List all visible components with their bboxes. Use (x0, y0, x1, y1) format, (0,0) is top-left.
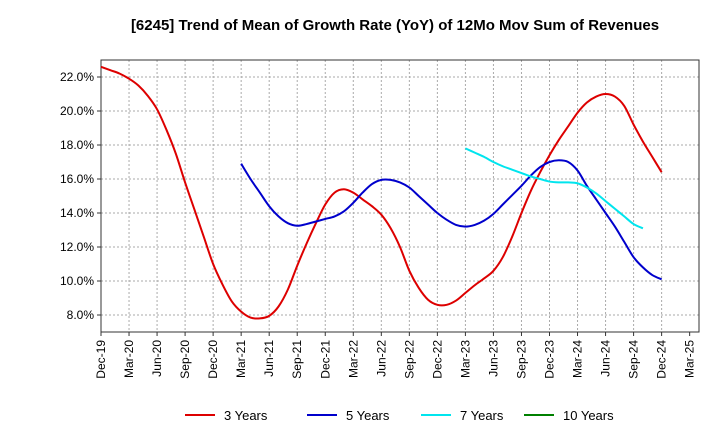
x-tick-label: Mar-22 (346, 340, 360, 378)
y-tick-label: 14.0% (60, 206, 94, 220)
x-tick-label: Mar-24 (571, 340, 585, 378)
x-tick-label: Dec-24 (655, 340, 669, 379)
y-tick-label: 22.0% (60, 70, 94, 84)
x-tick-label: Dec-21 (318, 340, 332, 379)
x-tick-label: Jun-20 (150, 340, 164, 377)
legend-label-7-years: 7 Years (460, 408, 504, 423)
plot-frame (100, 59, 700, 333)
series-line-5-years (240, 159, 663, 281)
x-tick-label: Sep-21 (290, 340, 304, 379)
legend-label-5-years: 5 Years (346, 408, 390, 423)
x-tick-label: Sep-23 (514, 340, 528, 379)
legend: 3 Years 5 Years 7 Years 10 Years (185, 408, 614, 423)
grid-lines (101, 60, 699, 332)
y-tick-label: 10.0% (60, 274, 94, 288)
chart-title: [6245] Trend of Mean of Growth Rate (YoY… (131, 17, 659, 34)
x-tick-label: Mar-25 (683, 340, 697, 378)
y-tick-label: 16.0% (60, 172, 94, 186)
x-tick-label: Jun-22 (374, 340, 388, 377)
series-line-3-years (100, 65, 663, 320)
x-tick-label: Dec-23 (543, 340, 557, 379)
x-tick-label: Sep-22 (402, 340, 416, 379)
y-tick-label: 18.0% (60, 138, 94, 152)
x-tick-label: Dec-20 (206, 340, 220, 379)
legend-label-10-years: 10 Years (563, 408, 614, 423)
series-lines (100, 65, 663, 320)
x-tick-label: Mar-23 (458, 340, 472, 378)
x-tick-label: Mar-21 (234, 340, 248, 378)
x-tick-label: Dec-19 (94, 340, 108, 379)
y-axis: 8.0% 10.0% 12.0% 14.0% 16.0% 18.0% 20.0% 22.0% (60, 70, 101, 322)
series-line-7-years (464, 147, 644, 230)
x-tick-label: Jun-23 (486, 340, 500, 377)
x-tick-label: Jun-21 (262, 340, 276, 377)
x-tick-label: Jun-24 (599, 340, 613, 377)
x-tick-label: Sep-20 (178, 340, 192, 379)
x-tick-label: Mar-20 (122, 340, 136, 378)
x-tick-label: Sep-24 (627, 340, 641, 379)
x-tick-label: Dec-22 (430, 340, 444, 379)
y-tick-label: 20.0% (60, 104, 94, 118)
y-tick-label: 12.0% (60, 240, 94, 254)
x-axis: Dec-19 Mar-20 Jun-20 Sep-20 Dec-20 Mar-21 Jun-… (94, 332, 697, 379)
y-tick-label: 8.0% (67, 308, 95, 322)
legend-label-3-years: 3 Years (224, 408, 268, 423)
